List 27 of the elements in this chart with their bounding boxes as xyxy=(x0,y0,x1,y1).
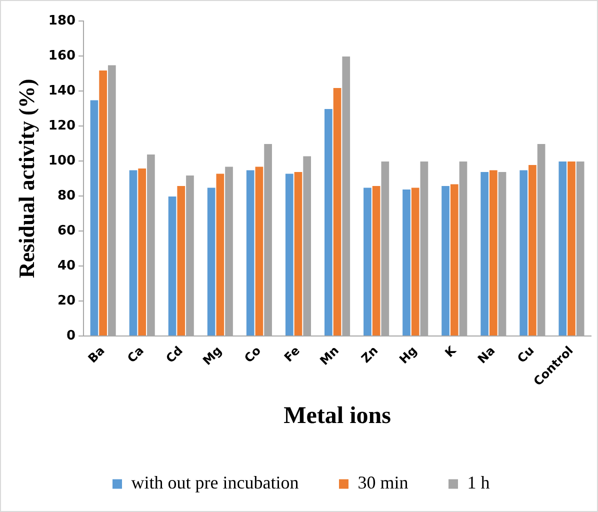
x-tick-label: Ba xyxy=(85,343,108,366)
legend-label: 1 h xyxy=(467,472,490,493)
x-tick-label: Zn xyxy=(358,343,381,366)
y-tick-label: 80 xyxy=(57,188,76,204)
x-tick-label: K xyxy=(442,342,460,360)
x-tick-label: Cu xyxy=(514,343,537,366)
y-tick-label: 160 xyxy=(48,48,76,64)
y-axis-title: Residual activity (%) xyxy=(14,78,39,278)
x-tick-label: Na xyxy=(475,343,498,366)
x-tick-label: Mn xyxy=(317,343,342,368)
y-tick-label: 180 xyxy=(48,13,76,28)
y-tick-label: 100 xyxy=(48,153,76,168)
y-tick-label: 40 xyxy=(57,258,76,274)
legend-label: 30 min xyxy=(358,472,408,493)
x-axis-title: Metal ions xyxy=(284,402,391,429)
x-tick-label: Fe xyxy=(281,343,303,365)
y-tick-label: 20 xyxy=(57,293,76,308)
x-tick-label: Hg xyxy=(396,343,420,367)
y-tick-label: 140 xyxy=(48,83,76,98)
y-tick-label: 60 xyxy=(57,223,76,238)
x-tick-label: Mg xyxy=(200,343,224,368)
x-tick-label: Cd xyxy=(163,343,186,366)
y-tick-label: 120 xyxy=(48,118,76,134)
x-tick-label: Co xyxy=(242,343,264,366)
y-tick-label: 0 xyxy=(66,328,76,344)
x-tick-label: Ca xyxy=(124,343,146,366)
legend-label: with out pre incubation xyxy=(131,472,299,493)
